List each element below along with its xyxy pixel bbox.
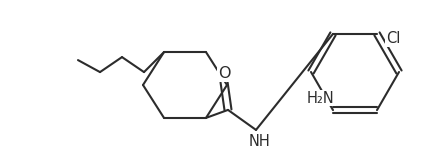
Text: NH: NH [248, 134, 270, 149]
Text: Cl: Cl [386, 31, 400, 46]
Text: H₂N: H₂N [307, 91, 335, 106]
Text: O: O [218, 66, 230, 81]
